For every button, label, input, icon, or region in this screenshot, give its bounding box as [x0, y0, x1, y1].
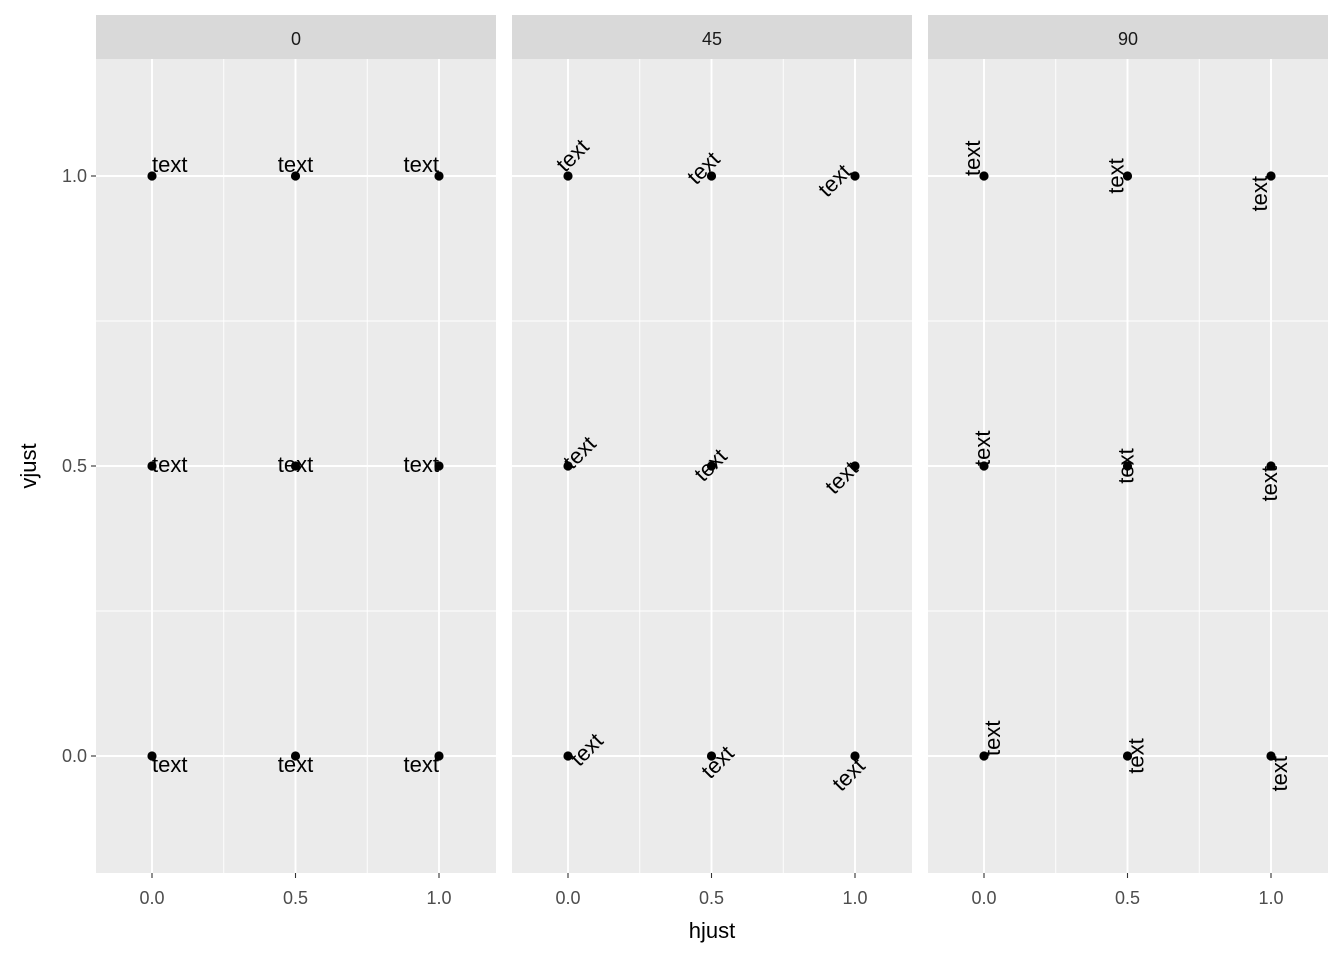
data-point: [563, 751, 573, 761]
data-point: [1266, 171, 1276, 181]
point-label: text: [1104, 158, 1129, 193]
point-label: text: [970, 431, 995, 466]
point-label: text: [1114, 448, 1139, 483]
data-point: [1122, 751, 1133, 761]
data-point: [1122, 171, 1133, 181]
point-label: text: [1257, 466, 1282, 501]
point-label: text: [152, 752, 187, 777]
facet-panels: 0 0.0 0.5 1.0 0.0 0.5 1.0 text text text text text t…: [62, 15, 1328, 908]
x-tick-label: 0.5: [1115, 888, 1140, 908]
x-tick-label: 0.0: [555, 888, 580, 908]
facet-panel-0: 0 0.0 0.5 1.0 0.0 0.5 1.0 text text text text text t…: [62, 15, 496, 908]
data-point: [850, 751, 860, 761]
point-label: text: [960, 141, 985, 176]
facet-strip: [96, 15, 496, 59]
x-tick-label: 1.0: [1258, 888, 1283, 908]
facet-strip-label: 0: [291, 29, 301, 49]
data-point: [147, 171, 157, 181]
point-label: text: [1247, 176, 1272, 211]
y-tick-label: 0.0: [62, 746, 87, 766]
point-label: text: [278, 152, 313, 177]
facet-strip: [512, 15, 912, 59]
facet-strip-label: 90: [1118, 29, 1138, 49]
data-point: [563, 461, 573, 471]
x-axis-title: hjust: [689, 918, 735, 943]
data-point: [434, 171, 444, 181]
y-tick-label: 0.5: [62, 456, 87, 476]
y-tick-label: 1.0: [62, 166, 87, 186]
data-point: [147, 751, 157, 761]
x-tick-label: 1.0: [842, 888, 867, 908]
point-label: text: [278, 452, 313, 477]
data-point: [1122, 461, 1133, 471]
data-point: [290, 461, 301, 471]
data-point: [979, 751, 989, 761]
data-point: [706, 461, 717, 471]
facet-panel-90: 90 0.0 0.5 1.0 text text text text text text text t…: [928, 15, 1328, 908]
data-point: [706, 171, 717, 181]
x-tick-label: 1.0: [426, 888, 451, 908]
data-point: [1266, 751, 1276, 761]
data-point: [706, 751, 717, 761]
x-tick-label: 0.5: [283, 888, 308, 908]
data-point: [434, 461, 444, 471]
data-point: [850, 461, 860, 471]
data-point: [563, 171, 573, 181]
facet-strip-label: 45: [702, 29, 722, 49]
point-label: text: [404, 752, 439, 777]
x-tick-label: 0.0: [139, 888, 164, 908]
point-label: text: [152, 452, 187, 477]
data-point: [434, 751, 444, 761]
point-label: text: [980, 721, 1005, 756]
point-label: text: [1124, 738, 1149, 773]
data-point: [979, 461, 989, 471]
y-axis-title: vjust: [16, 443, 41, 488]
point-label: text: [1267, 756, 1292, 791]
point-label: text: [404, 152, 439, 177]
data-point: [850, 171, 860, 181]
data-point: [1266, 461, 1276, 471]
point-label: text: [278, 752, 313, 777]
x-tick-label: 0.5: [699, 888, 724, 908]
data-point: [147, 461, 157, 471]
data-point: [290, 171, 301, 181]
facet-strip: [928, 15, 1328, 59]
data-point: [290, 751, 301, 761]
data-point: [979, 171, 989, 181]
point-label: text: [404, 452, 439, 477]
point-label: text: [152, 152, 187, 177]
x-tick-label: 0.0: [971, 888, 996, 908]
